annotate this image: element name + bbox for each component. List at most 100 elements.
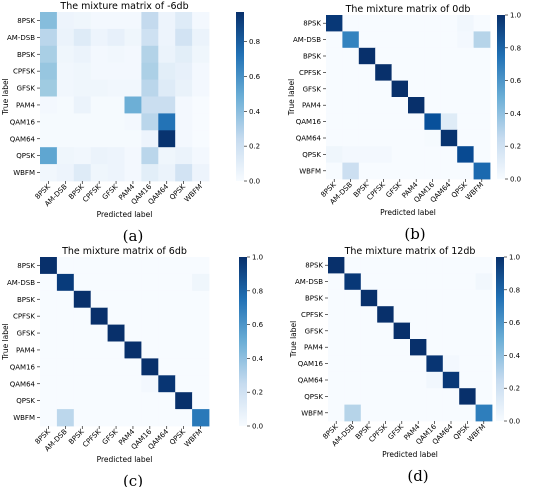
panel-1-cell-9-7 bbox=[158, 164, 176, 182]
panel-3-cell-8-5 bbox=[124, 392, 142, 410]
panel-3: The mixture matrix of 6db 8PSK AM-DSB BPSK C… bbox=[1, 246, 264, 487]
panel-2-colorbar-tick-4: 0.8 bbox=[510, 44, 521, 52]
panel-3-cell-8-4 bbox=[107, 392, 125, 410]
panel-1-colorbar-tick-0: 0.0 bbox=[249, 178, 260, 186]
panel-2-cell-9-4 bbox=[391, 162, 409, 180]
panel-3-cell-9-4 bbox=[107, 409, 125, 427]
panel-3-cell-0-2 bbox=[73, 257, 92, 275]
panel-2-cell-3-3 bbox=[375, 64, 392, 81]
panel-2-cell-2-1 bbox=[342, 47, 360, 65]
panel-1-cell-5-5 bbox=[124, 96, 142, 114]
panel-1-ytick-7: QAM64 bbox=[10, 135, 36, 143]
panel-3-cell-2-6 bbox=[141, 290, 159, 309]
panel-3-cell-1-7 bbox=[158, 273, 176, 292]
panel-3-cell-4-4 bbox=[107, 324, 125, 342]
panel-1-cell-3-7 bbox=[158, 62, 176, 80]
panel-1-cell-5-6 bbox=[141, 96, 159, 114]
panel-4-cell-7-0 bbox=[328, 371, 345, 389]
panel-2-cell-3-7 bbox=[440, 64, 458, 81]
panel-1-cell-4-4 bbox=[107, 79, 125, 97]
panel-3-cell-7-1 bbox=[56, 375, 75, 393]
panel-2-cell-9-6 bbox=[424, 162, 442, 180]
panel-1-cell-7-7 bbox=[158, 130, 176, 148]
panel-2-cell-5-1 bbox=[342, 97, 360, 114]
panel-2-colorbar-tick-0: 0.0 bbox=[510, 176, 521, 184]
panel-1-cell-5-2 bbox=[73, 96, 92, 114]
panel-2-cell-0-6 bbox=[424, 15, 442, 32]
panel-4-cell-4-3 bbox=[377, 322, 394, 340]
panel-1-cell-6-6 bbox=[141, 113, 159, 131]
panel-3-colorbar-tick-2: 0.4 bbox=[252, 355, 264, 363]
panel-1-cell-2-5 bbox=[124, 45, 142, 64]
panel-3-cell-4-3 bbox=[90, 324, 108, 342]
panel-1-cell-0-0 bbox=[40, 12, 58, 30]
panel-4-cell-9-2 bbox=[360, 404, 378, 422]
panel-1-cell-8-3 bbox=[90, 147, 108, 165]
panel-1-cell-0-4 bbox=[107, 12, 125, 30]
panel-4-cell-8-3 bbox=[377, 388, 394, 405]
panel-1-cell-6-8 bbox=[175, 113, 193, 131]
panel-2-cell-1-3 bbox=[375, 31, 392, 49]
panel-3-cell-6-2 bbox=[73, 358, 92, 376]
panel-3-cell-6-9 bbox=[192, 358, 210, 376]
panel-3-cell-4-1 bbox=[56, 324, 75, 342]
panel-4-cell-2-6 bbox=[426, 289, 444, 307]
panel-2-cell-5-2 bbox=[358, 97, 376, 114]
panel-3-ytick-4: GFSK bbox=[17, 330, 36, 338]
panel-4-cell-2-5 bbox=[410, 289, 427, 307]
panel-1-cell-8-7 bbox=[158, 147, 176, 165]
panel-4-cell-8-7 bbox=[442, 388, 460, 405]
panel-4-cell-4-9 bbox=[475, 322, 493, 340]
panel-2-cell-4-6 bbox=[424, 80, 442, 98]
panel-3-ytick-3: CPFSK bbox=[13, 313, 35, 321]
panel-1-cell-2-6 bbox=[141, 45, 159, 64]
panel-4-cell-5-9 bbox=[475, 339, 493, 356]
panel-2-cell-6-0 bbox=[326, 113, 343, 131]
panel-2-cell-9-1 bbox=[342, 162, 360, 180]
panel-2-cell-0-5 bbox=[408, 15, 425, 32]
panel-1-cell-9-0 bbox=[40, 164, 58, 182]
panel-4-cell-8-9 bbox=[475, 388, 493, 405]
panel-3-xlabel: Predicted label bbox=[97, 455, 153, 464]
panel-2-cell-8-5 bbox=[408, 146, 425, 163]
panel-4-xtick-9: WBFM bbox=[466, 423, 487, 444]
panel-1-cell-1-1 bbox=[56, 28, 75, 47]
panel-1-cell-3-0 bbox=[40, 62, 58, 80]
panel-4-xtick-3: CPFSK bbox=[368, 422, 390, 444]
panel-3-cell-5-8 bbox=[175, 341, 193, 359]
panel-1-cell-2-9 bbox=[192, 45, 210, 64]
panel-2-cell-1-0 bbox=[326, 31, 343, 49]
panel-4-cell-0-1 bbox=[344, 257, 362, 274]
panel-4-cell-7-2 bbox=[360, 371, 378, 389]
panel-1-cell-8-9 bbox=[192, 147, 210, 165]
panel-3-cell-5-5 bbox=[124, 341, 142, 359]
panel-4-cell-6-6 bbox=[426, 355, 444, 373]
panel-2-ytick-3: CPFSK bbox=[299, 69, 321, 77]
panel-1-cell-2-3 bbox=[90, 45, 108, 64]
panel-1-cell-1-3 bbox=[90, 28, 108, 47]
panel-1-cell-3-6 bbox=[141, 62, 159, 80]
panel-2-cell-0-8 bbox=[457, 15, 474, 32]
panel-4-cell-5-6 bbox=[426, 339, 444, 356]
panel-3-cell-4-8 bbox=[175, 324, 193, 342]
panel-2-cell-0-3 bbox=[375, 15, 392, 32]
panel-4-ytick-5: PAM4 bbox=[304, 344, 324, 352]
panel-2-cell-7-6 bbox=[424, 129, 442, 147]
panel-4-cell-3-6 bbox=[426, 306, 444, 323]
panel-2-cell-6-7 bbox=[440, 113, 458, 131]
panel-2-cell-7-9 bbox=[473, 129, 491, 147]
panel-4-cell-8-8 bbox=[459, 388, 476, 405]
panel-4-cell-1-8 bbox=[459, 273, 476, 291]
panel-1-colorbar-tick-1: 0.2 bbox=[249, 143, 260, 151]
panel-1-ytick-2: BPSK bbox=[17, 51, 35, 59]
panel-1-cell-3-4 bbox=[107, 62, 125, 80]
panel-3-cell-0-7 bbox=[158, 257, 176, 275]
panel-4-cell-1-1 bbox=[344, 273, 362, 291]
panel-4-cell-2-8 bbox=[459, 289, 476, 307]
panel-4-cell-4-2 bbox=[360, 322, 378, 340]
panel-4-cell-8-6 bbox=[426, 388, 444, 405]
panel-1-cell-7-8 bbox=[175, 130, 193, 148]
panel-1-cell-1-5 bbox=[124, 28, 142, 47]
panel-1-cell-8-8 bbox=[175, 147, 193, 165]
panel-1-cell-4-7 bbox=[158, 79, 176, 97]
